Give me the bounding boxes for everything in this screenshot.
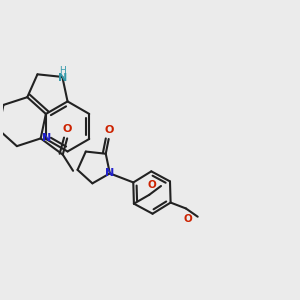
Text: H: H bbox=[59, 66, 66, 75]
Text: N: N bbox=[58, 74, 67, 83]
Text: O: O bbox=[62, 124, 72, 134]
Text: O: O bbox=[184, 214, 193, 224]
Text: N: N bbox=[42, 134, 51, 143]
Text: N: N bbox=[105, 168, 115, 178]
Text: O: O bbox=[147, 179, 156, 190]
Text: O: O bbox=[104, 124, 113, 135]
